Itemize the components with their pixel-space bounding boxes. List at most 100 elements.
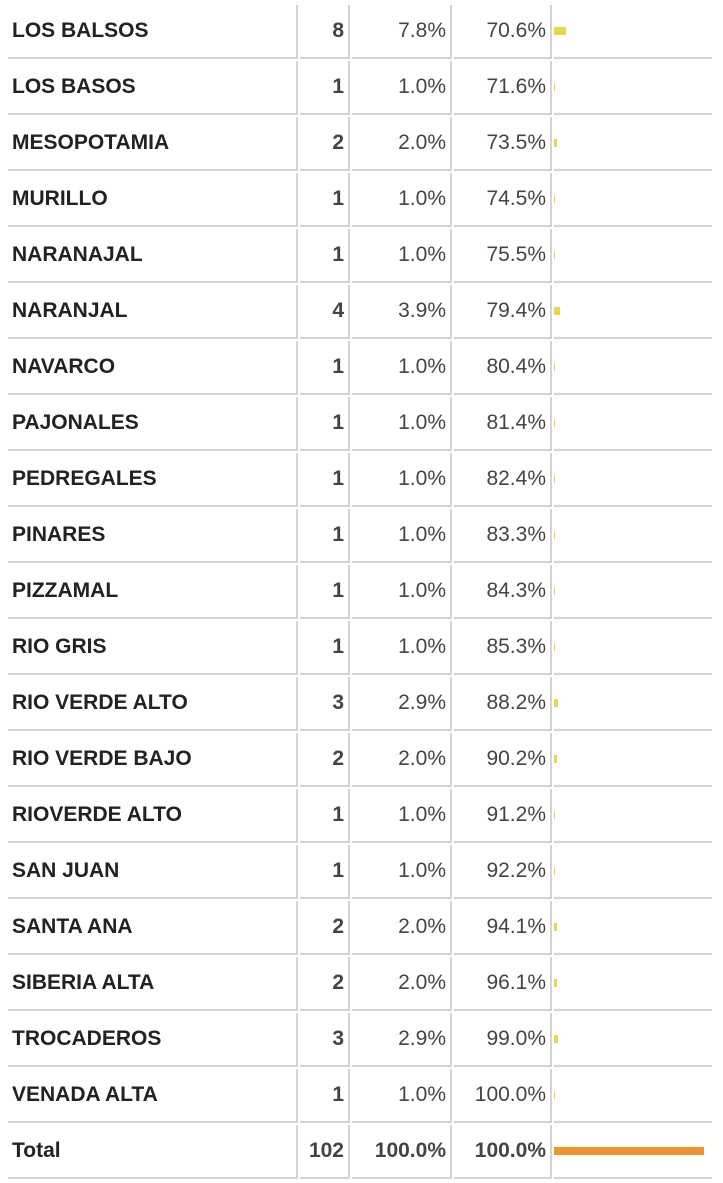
count-cell: 2 — [300, 901, 350, 955]
percent-cell: 7.8% — [352, 5, 452, 59]
cumulative-cell: 88.2% — [454, 677, 552, 731]
cumulative-cell: 96.1% — [454, 957, 552, 1011]
bar — [554, 27, 566, 35]
percent-cell: 1.0% — [352, 789, 452, 843]
bar-cell — [554, 453, 712, 507]
name-cell: RIO VERDE ALTO — [8, 677, 298, 731]
bar-cell — [554, 901, 712, 955]
bar — [554, 923, 557, 931]
count-cell: 4 — [300, 285, 350, 339]
count-cell: 1 — [300, 61, 350, 115]
bar — [554, 531, 556, 539]
table-row: PAJONALES 1 1.0% 81.4% — [8, 397, 712, 451]
table-row: PIZZAMAL 1 1.0% 84.3% — [8, 565, 712, 619]
count-cell: 1 — [300, 509, 350, 563]
bar-cell — [554, 229, 712, 283]
cumulative-cell: 99.0% — [454, 1013, 552, 1067]
percent-cell: 1.0% — [352, 229, 452, 283]
name-cell: LOS BALSOS — [8, 5, 298, 59]
bar — [554, 363, 556, 371]
count-cell: 3 — [300, 677, 350, 731]
name-cell: NARANAJAL — [8, 229, 298, 283]
cumulative-cell: 70.6% — [454, 5, 552, 59]
cumulative-cell: 79.4% — [454, 285, 552, 339]
count-cell: 8 — [300, 5, 350, 59]
name-cell: NAVARCO — [8, 341, 298, 395]
name-cell: NARANJAL — [8, 285, 298, 339]
percent-cell: 1.0% — [352, 173, 452, 227]
percent-cell: 2.9% — [352, 677, 452, 731]
bar — [554, 419, 556, 427]
bar-cell — [554, 845, 712, 899]
cumulative-cell: 85.3% — [454, 621, 552, 675]
count-cell: 1 — [300, 565, 350, 619]
table-row: TROCADEROS 3 2.9% 99.0% — [8, 1013, 712, 1067]
table-row: VENADA ALTA 1 1.0% 100.0% — [8, 1069, 712, 1123]
percent-cell: 1.0% — [352, 1069, 452, 1123]
bar — [554, 139, 557, 147]
table-row: NAVARCO 1 1.0% 80.4% — [8, 341, 712, 395]
bar-cell — [554, 789, 712, 843]
count-cell: 1 — [300, 229, 350, 283]
count-cell: 1 — [300, 453, 350, 507]
name-cell: PIZZAMAL — [8, 565, 298, 619]
name-cell: TROCADEROS — [8, 1013, 298, 1067]
total-row: Total 102 100.0% 100.0% — [8, 1125, 712, 1179]
table-row: SAN JUAN 1 1.0% 92.2% — [8, 845, 712, 899]
cumulative-cell: 91.2% — [454, 789, 552, 843]
name-cell: SANTA ANA — [8, 901, 298, 955]
count-cell: 1 — [300, 173, 350, 227]
cumulative-cell: 84.3% — [454, 565, 552, 619]
count-cell: 1 — [300, 789, 350, 843]
name-cell: PAJONALES — [8, 397, 298, 451]
cumulative-cell: 74.5% — [454, 173, 552, 227]
bar-cell — [554, 677, 712, 731]
bar — [554, 83, 556, 91]
percent-cell: 1.0% — [352, 565, 452, 619]
cumulative-cell: 100.0% — [454, 1125, 552, 1179]
percent-cell: 1.0% — [352, 61, 452, 115]
percent-cell: 2.0% — [352, 901, 452, 955]
bar-cell — [554, 565, 712, 619]
bar-cell — [554, 957, 712, 1011]
table-row: LOS BASOS 1 1.0% 71.6% — [8, 61, 712, 115]
percent-cell: 1.0% — [352, 509, 452, 563]
percent-cell: 2.0% — [352, 733, 452, 787]
table-row: SIBERIA ALTA 2 2.0% 96.1% — [8, 957, 712, 1011]
table-row: LOS BALSOS 8 7.8% 70.6% — [8, 5, 712, 59]
table-row: SANTA ANA 2 2.0% 94.1% — [8, 901, 712, 955]
name-cell: RIO VERDE BAJO — [8, 733, 298, 787]
bar-cell — [554, 61, 712, 115]
table-row: MESOPOTAMIA 2 2.0% 73.5% — [8, 117, 712, 171]
count-cell: 1 — [300, 621, 350, 675]
bar-cell — [554, 285, 712, 339]
table-row: NARANAJAL 1 1.0% 75.5% — [8, 229, 712, 283]
percent-cell: 3.9% — [352, 285, 452, 339]
name-cell: MESOPOTAMIA — [8, 117, 298, 171]
bar — [554, 1147, 704, 1155]
cumulative-cell: 83.3% — [454, 509, 552, 563]
count-cell: 102 — [300, 1125, 350, 1179]
name-cell: SAN JUAN — [8, 845, 298, 899]
bar — [554, 195, 556, 203]
count-cell: 3 — [300, 1013, 350, 1067]
percent-cell: 2.9% — [352, 1013, 452, 1067]
bar — [554, 699, 559, 707]
count-cell: 1 — [300, 845, 350, 899]
cumulative-cell: 71.6% — [454, 61, 552, 115]
percent-cell: 2.0% — [352, 957, 452, 1011]
name-cell: PINARES — [8, 509, 298, 563]
cumulative-cell: 73.5% — [454, 117, 552, 171]
bar-cell — [554, 397, 712, 451]
name-cell: Total — [8, 1125, 298, 1179]
table-row: RIOVERDE ALTO 1 1.0% 91.2% — [8, 789, 712, 843]
bar — [554, 643, 556, 651]
count-cell: 2 — [300, 733, 350, 787]
percent-cell: 100.0% — [352, 1125, 452, 1179]
bar — [554, 475, 556, 483]
cumulative-cell: 75.5% — [454, 229, 552, 283]
table-row: RIO VERDE BAJO 2 2.0% 90.2% — [8, 733, 712, 787]
name-cell: LOS BASOS — [8, 61, 298, 115]
bar-cell — [554, 1125, 712, 1179]
